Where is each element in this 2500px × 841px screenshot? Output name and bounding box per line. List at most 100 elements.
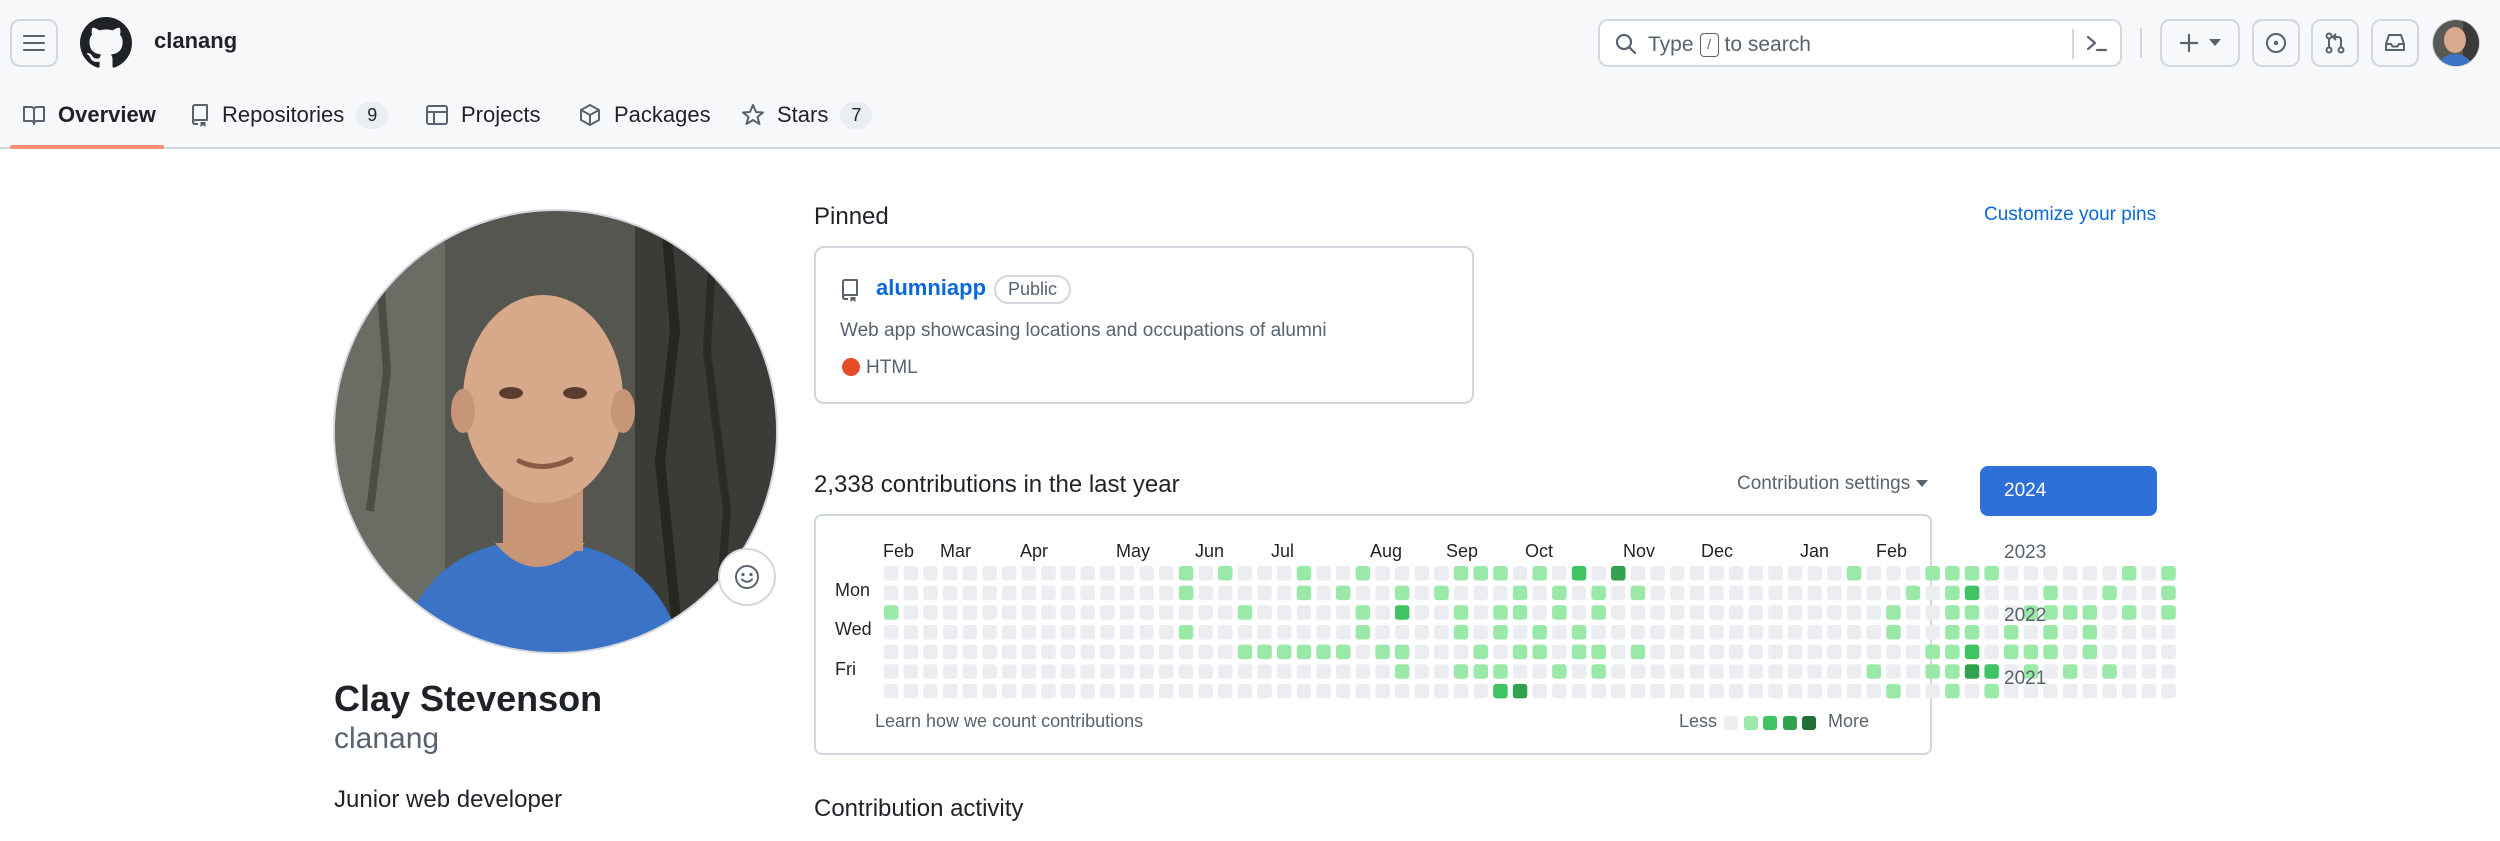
contribution-day-cell[interactable] xyxy=(1139,664,1155,679)
contribution-day-cell[interactable] xyxy=(1945,625,1960,640)
contribution-day-cell[interactable] xyxy=(1001,664,1017,679)
contribution-day-cell[interactable] xyxy=(1336,664,1351,679)
contribution-day-cell[interactable] xyxy=(1846,566,1862,581)
contribution-day-cell[interactable] xyxy=(1198,683,1213,699)
contribution-day-cell[interactable] xyxy=(1886,664,1901,679)
contribution-day-cell[interactable] xyxy=(1925,625,1940,640)
contribution-day-cell[interactable] xyxy=(1964,644,1980,660)
contribution-day-cell[interactable] xyxy=(1650,683,1665,699)
contribution-day-cell[interactable] xyxy=(1925,664,1940,679)
contribution-day-cell[interactable] xyxy=(1807,664,1823,679)
contribution-day-cell[interactable] xyxy=(1336,605,1351,620)
contribution-day-cell[interactable] xyxy=(1512,566,1528,581)
contribution-day-cell[interactable] xyxy=(1611,585,1626,601)
contribution-day-cell[interactable] xyxy=(1552,683,1567,699)
contribution-day-cell[interactable] xyxy=(1650,644,1665,660)
contribution-day-cell[interactable] xyxy=(1060,605,1076,620)
contribution-day-cell[interactable] xyxy=(1591,664,1606,679)
contribution-day-cell[interactable] xyxy=(1041,625,1056,640)
contribution-day-cell[interactable] xyxy=(2063,605,2078,620)
contribution-day-cell[interactable] xyxy=(1886,625,1901,640)
contribution-day-cell[interactable] xyxy=(1493,683,1508,699)
contribution-day-cell[interactable] xyxy=(1434,585,1449,601)
contribution-day-cell[interactable] xyxy=(1178,625,1194,640)
contribution-day-cell[interactable] xyxy=(1964,683,1980,699)
contribution-day-cell[interactable] xyxy=(1670,585,1685,601)
contribution-day-cell[interactable] xyxy=(1198,625,1213,640)
contribution-day-cell[interactable] xyxy=(2121,566,2137,581)
contribution-day-cell[interactable] xyxy=(2161,683,2176,699)
contribution-day-cell[interactable] xyxy=(1178,683,1194,699)
contribution-day-cell[interactable] xyxy=(1394,605,1410,620)
contribution-day-cell[interactable] xyxy=(1866,683,1882,699)
contribution-day-cell[interactable] xyxy=(1296,664,1312,679)
contribution-day-cell[interactable] xyxy=(1021,625,1037,640)
contribution-day-cell[interactable] xyxy=(1846,605,1862,620)
contribution-day-cell[interactable] xyxy=(1257,683,1272,699)
contribution-day-cell[interactable] xyxy=(1650,585,1665,601)
github-logo-icon[interactable] xyxy=(80,17,132,69)
contribution-day-cell[interactable] xyxy=(1532,566,1547,581)
contribution-day-cell[interactable] xyxy=(2161,644,2176,660)
contribution-day-cell[interactable] xyxy=(2082,664,2098,679)
contribution-day-cell[interactable] xyxy=(1532,625,1547,640)
contribution-day-cell[interactable] xyxy=(1827,625,1842,640)
contribution-day-cell[interactable] xyxy=(1748,566,1764,581)
contribution-day-cell[interactable] xyxy=(2121,644,2137,660)
contribution-day-cell[interactable] xyxy=(1414,585,1430,601)
contribution-day-cell[interactable] xyxy=(1080,664,1096,679)
contribution-day-cell[interactable] xyxy=(1218,683,1233,699)
contribution-day-cell[interactable] xyxy=(1296,566,1312,581)
contribution-day-cell[interactable] xyxy=(1611,605,1626,620)
contribution-day-cell[interactable] xyxy=(1296,605,1312,620)
contribution-day-cell[interactable] xyxy=(1512,683,1528,699)
contribution-day-cell[interactable] xyxy=(1945,566,1960,581)
contribution-day-cell[interactable] xyxy=(903,566,919,581)
contribution-day-cell[interactable] xyxy=(2161,625,2176,640)
contribution-day-cell[interactable] xyxy=(1493,664,1508,679)
contribution-day-cell[interactable] xyxy=(1218,605,1233,620)
contribution-day-cell[interactable] xyxy=(1473,566,1489,581)
contribution-day-cell[interactable] xyxy=(1178,585,1194,601)
contribution-day-cell[interactable] xyxy=(1807,683,1823,699)
contribution-day-cell[interactable] xyxy=(2063,625,2078,640)
contribution-day-cell[interactable] xyxy=(1709,664,1724,679)
contribution-day-cell[interactable] xyxy=(1021,664,1037,679)
contribution-day-cell[interactable] xyxy=(1611,664,1626,679)
contribution-day-cell[interactable] xyxy=(1159,585,1174,601)
year-button-2024[interactable]: 2024 xyxy=(1980,466,2157,516)
contribution-settings-dropdown[interactable]: Contribution settings xyxy=(1737,473,1929,495)
year-button-2022[interactable]: 2022 xyxy=(2004,605,2047,626)
contribution-day-cell[interactable] xyxy=(1198,644,1213,660)
contribution-day-cell[interactable] xyxy=(1375,625,1390,640)
contribution-day-cell[interactable] xyxy=(943,585,958,601)
contribution-day-cell[interactable] xyxy=(1630,605,1646,620)
command-palette-icon[interactable] xyxy=(2084,31,2110,55)
contribution-day-cell[interactable] xyxy=(1552,605,1567,620)
contribution-day-cell[interactable] xyxy=(1630,585,1646,601)
contribution-day-cell[interactable] xyxy=(1670,566,1685,581)
contribution-day-cell[interactable] xyxy=(1905,683,1921,699)
customize-pins-link[interactable]: Customize your pins xyxy=(1984,204,2157,225)
contribution-day-cell[interactable] xyxy=(1139,585,1155,601)
contribution-day-cell[interactable] xyxy=(2023,566,2039,581)
contribution-day-cell[interactable] xyxy=(1257,644,1272,660)
contribution-day-cell[interactable] xyxy=(1611,683,1626,699)
tab-stars[interactable]: Stars 7 xyxy=(741,97,873,133)
contribution-day-cell[interactable] xyxy=(1787,605,1803,620)
contribution-day-cell[interactable] xyxy=(1119,644,1135,660)
contribution-day-cell[interactable] xyxy=(1768,683,1783,699)
contribution-day-cell[interactable] xyxy=(1964,585,1980,601)
contribution-day-cell[interactable] xyxy=(1925,605,1940,620)
contribution-day-cell[interactable] xyxy=(1650,625,1665,640)
contribution-day-cell[interactable] xyxy=(2161,585,2176,601)
contribution-day-cell[interactable] xyxy=(1728,625,1744,640)
contribution-day-cell[interactable] xyxy=(1787,566,1803,581)
contribution-day-cell[interactable] xyxy=(1021,644,1037,660)
contribution-day-cell[interactable] xyxy=(1316,605,1331,620)
contribution-day-cell[interactable] xyxy=(2004,664,2019,679)
contribution-day-cell[interactable] xyxy=(1178,566,1194,581)
contribution-day-cell[interactable] xyxy=(1296,644,1312,660)
contribution-day-cell[interactable] xyxy=(1689,605,1705,620)
contribution-day-cell[interactable] xyxy=(1925,683,1940,699)
